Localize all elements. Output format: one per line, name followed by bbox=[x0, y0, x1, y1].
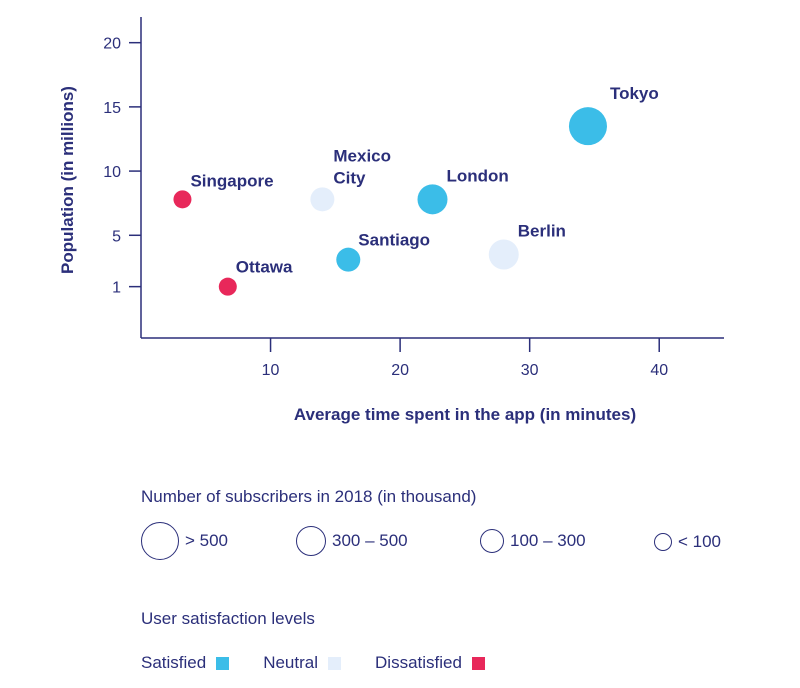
point-label: Santiago bbox=[358, 231, 430, 250]
bubble-santiago bbox=[336, 247, 361, 272]
y-tick-label: 15 bbox=[103, 100, 121, 117]
size-legend-item-medium: 300 – 500 bbox=[296, 526, 408, 556]
point-label: Tokyo bbox=[610, 84, 659, 103]
x-tick-label: 10 bbox=[262, 362, 280, 379]
size-legend-label: 100 – 300 bbox=[510, 531, 586, 550]
y-tick-label: 20 bbox=[103, 36, 121, 53]
circle-icon bbox=[480, 529, 504, 553]
y-tick-label: 10 bbox=[103, 164, 121, 181]
size-legend-item-tiny: < 100 bbox=[654, 532, 721, 552]
satisfaction-legend-item-satisfied: Satisfied bbox=[141, 653, 230, 673]
bubble-singapore bbox=[173, 190, 192, 209]
satisfaction-legend-title: User satisfaction levels bbox=[141, 609, 315, 628]
bubble-mexico-city bbox=[310, 187, 335, 212]
y-tick-label: 1 bbox=[112, 280, 121, 297]
y-axis-title: Population (in millions) bbox=[58, 86, 77, 274]
satisfaction-legend-item-dissatisfied: Dissatisfied bbox=[375, 653, 485, 673]
size-legend-item-large: > 500 bbox=[141, 522, 228, 560]
size-legend-title: Number of subscribers in 2018 (in thousa… bbox=[141, 487, 477, 506]
satisfaction-legend-item-neutral: Neutral bbox=[263, 653, 342, 673]
point-label: London bbox=[447, 166, 509, 185]
square-icon bbox=[328, 656, 342, 670]
size-legend-label: < 100 bbox=[678, 532, 722, 551]
satisfaction-legend-label: Satisfied bbox=[141, 653, 207, 672]
x-tick-label: 20 bbox=[391, 362, 409, 379]
bubble-ottawa bbox=[218, 277, 237, 296]
point-label: Berlin bbox=[518, 222, 566, 241]
satisfaction-legend: Satisfied Neutral Dissatisfied bbox=[141, 653, 519, 673]
square-icon bbox=[216, 656, 230, 670]
circle-icon bbox=[141, 522, 179, 560]
x-axis-title: Average time spent in the app (in minute… bbox=[294, 405, 636, 424]
bubble-berlin bbox=[488, 239, 519, 270]
size-legend-label: 300 – 500 bbox=[332, 531, 408, 550]
satisfaction-legend-label: Dissatisfied bbox=[375, 653, 462, 672]
x-tick-label: 40 bbox=[650, 362, 668, 379]
circle-icon bbox=[296, 526, 326, 556]
bubble-london bbox=[417, 184, 448, 215]
point-label: Ottawa bbox=[236, 258, 293, 277]
point-label: Mexico City bbox=[333, 146, 391, 187]
point-label: Singapore bbox=[190, 171, 273, 190]
x-tick-label: 30 bbox=[521, 362, 539, 379]
square-icon bbox=[471, 656, 485, 670]
size-legend-item-small: 100 – 300 bbox=[480, 529, 586, 553]
y-tick-label: 5 bbox=[112, 228, 121, 245]
size-legend-label: > 500 bbox=[185, 531, 229, 550]
bubble-tokyo bbox=[568, 107, 607, 146]
circle-icon bbox=[654, 533, 672, 551]
satisfaction-legend-label: Neutral bbox=[263, 653, 319, 672]
